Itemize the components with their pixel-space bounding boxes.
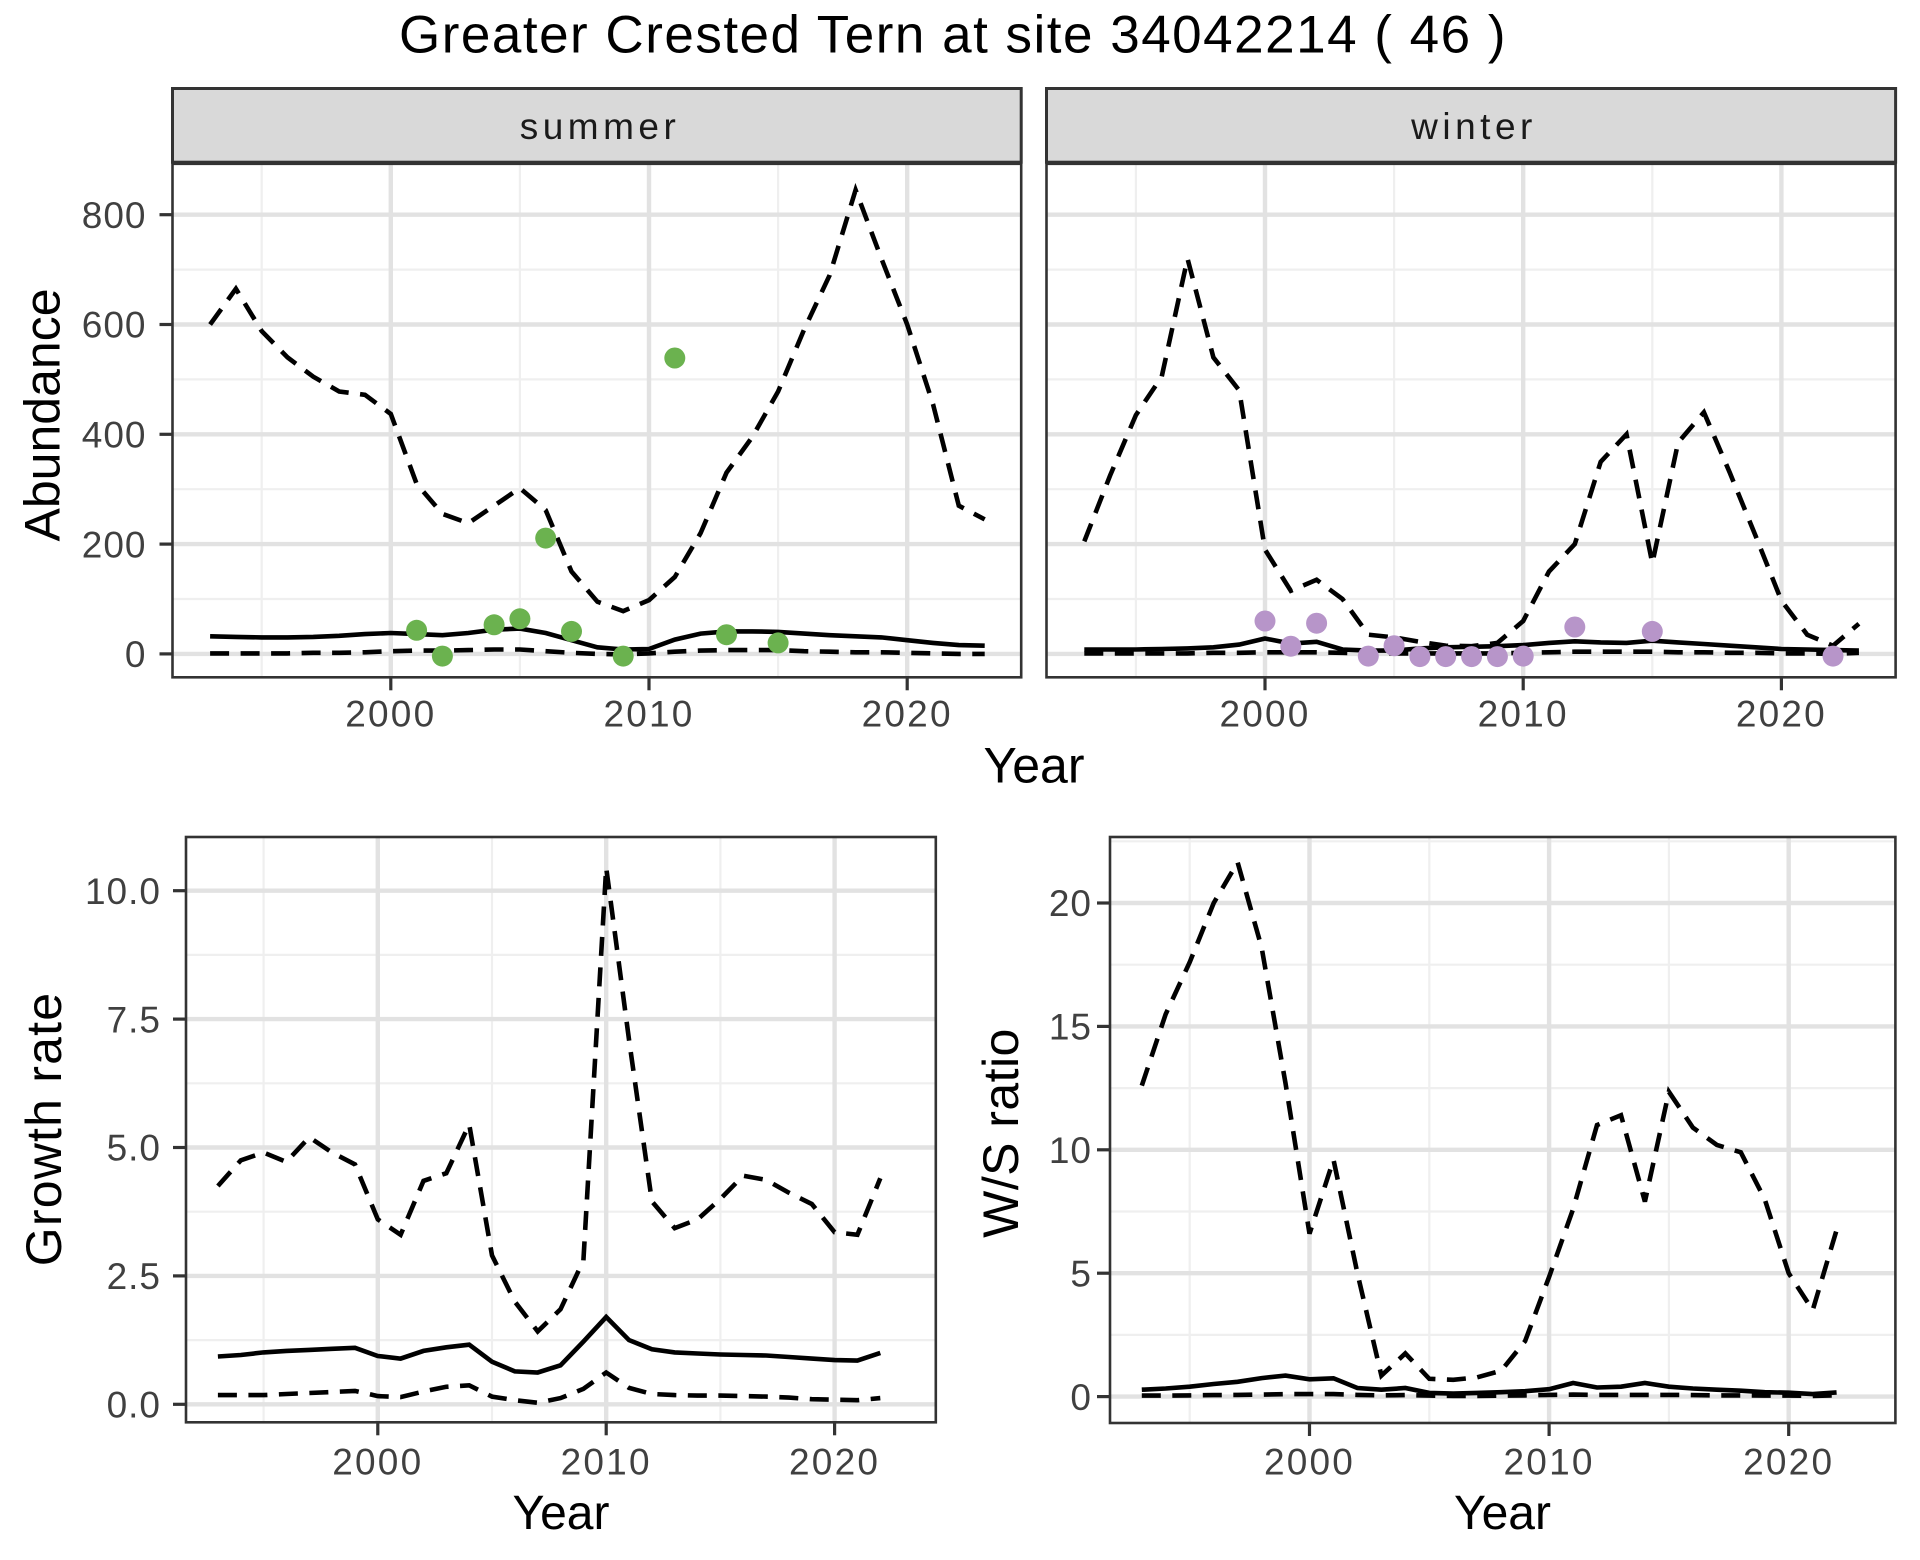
- svg-text:Growth rate: Growth rate: [16, 992, 72, 1266]
- svg-text:2000: 2000: [332, 1442, 423, 1483]
- svg-text:2020: 2020: [862, 694, 953, 735]
- svg-text:10: 10: [1049, 1130, 1092, 1171]
- svg-text:2020: 2020: [789, 1442, 880, 1483]
- svg-text:2020: 2020: [1736, 694, 1827, 735]
- svg-text:0: 0: [1070, 1377, 1092, 1418]
- svg-text:0: 0: [125, 634, 147, 675]
- svg-text:7.5: 7.5: [107, 999, 161, 1040]
- svg-text:2000: 2000: [1219, 694, 1310, 735]
- svg-text:200: 200: [82, 524, 147, 565]
- svg-text:2.5: 2.5: [107, 1256, 161, 1297]
- svg-text:2000: 2000: [345, 694, 436, 735]
- svg-text:Year: Year: [983, 738, 1084, 794]
- svg-text:10.0: 10.0: [85, 871, 161, 912]
- svg-text:2010: 2010: [561, 1442, 652, 1483]
- svg-text:2000: 2000: [1264, 1442, 1355, 1483]
- svg-text:2020: 2020: [1743, 1442, 1834, 1483]
- svg-text:2010: 2010: [603, 694, 694, 735]
- svg-text:800: 800: [82, 195, 147, 236]
- svg-text:W/S ratio: W/S ratio: [973, 1028, 1029, 1238]
- svg-text:Year: Year: [1454, 1487, 1551, 1540]
- svg-text:winter: winter: [1410, 106, 1537, 147]
- svg-text:20: 20: [1049, 883, 1092, 924]
- svg-text:Abundance: Abundance: [15, 288, 71, 541]
- svg-text:400: 400: [82, 415, 147, 456]
- svg-text:2010: 2010: [1504, 1442, 1595, 1483]
- svg-text:5.0: 5.0: [107, 1128, 161, 1169]
- svg-text:5: 5: [1070, 1253, 1092, 1294]
- svg-text:15: 15: [1049, 1007, 1092, 1048]
- svg-text:600: 600: [82, 305, 147, 346]
- svg-text:0.0: 0.0: [107, 1385, 161, 1426]
- svg-text:summer: summer: [520, 106, 681, 147]
- svg-text:Year: Year: [513, 1487, 610, 1540]
- svg-text:Greater Crested Tern at site 3: Greater Crested Tern at site 34042214 ( …: [399, 6, 1507, 65]
- svg-text:2010: 2010: [1478, 694, 1569, 735]
